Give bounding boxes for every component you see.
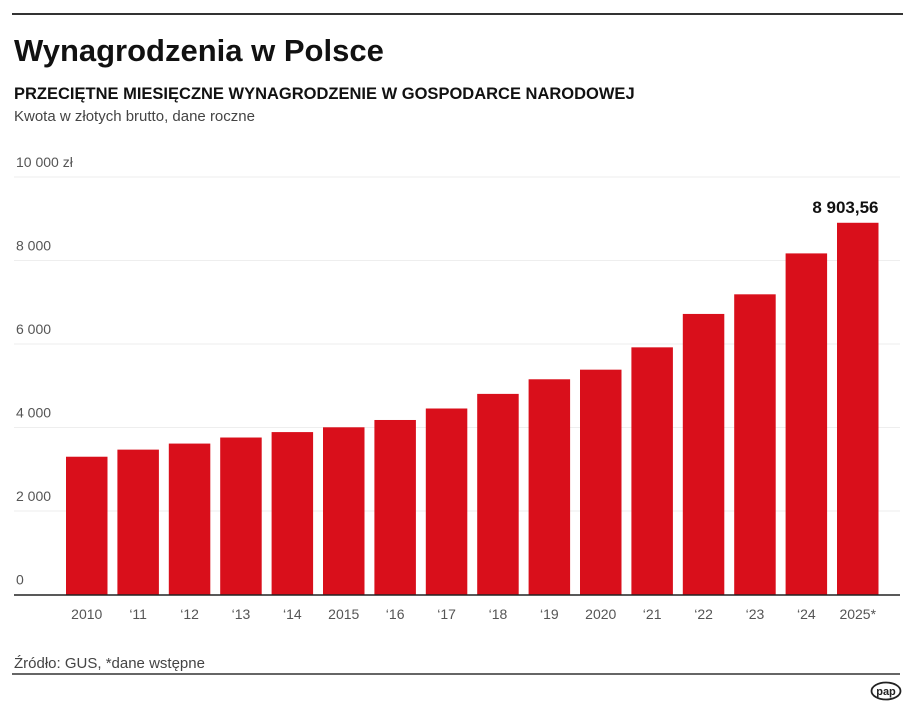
x-tick-label: ‘23 bbox=[746, 606, 765, 622]
x-tick-label: 2015 bbox=[328, 606, 359, 622]
x-tick-label: ‘14 bbox=[283, 606, 302, 622]
bar-22 bbox=[682, 313, 725, 595]
x-tick-label: ‘12 bbox=[180, 606, 199, 622]
pap-logo: pap bbox=[870, 681, 902, 701]
x-tick-label: ‘22 bbox=[694, 606, 713, 622]
x-tick-label: ‘18 bbox=[489, 606, 508, 622]
bar-12 bbox=[168, 443, 211, 595]
x-tick-label: ‘13 bbox=[232, 606, 251, 622]
data-label: 8 903,56 bbox=[812, 198, 878, 217]
data-labels: 8 903,56 bbox=[812, 198, 878, 217]
x-tick-label: ‘11 bbox=[129, 606, 147, 622]
bar-16 bbox=[374, 419, 416, 595]
bar-13 bbox=[220, 437, 262, 595]
y-tick-label: 10 000 zł bbox=[16, 154, 74, 170]
chart-description: Kwota w złotych brutto, dane roczne bbox=[14, 108, 255, 125]
bar-17 bbox=[425, 408, 468, 595]
y-tick-label: 4 000 bbox=[16, 405, 51, 421]
x-tick-label: ‘24 bbox=[797, 606, 816, 622]
bar-11 bbox=[117, 449, 159, 595]
x-tick-label: ‘16 bbox=[386, 606, 405, 622]
y-tick-label: 0 bbox=[16, 572, 24, 588]
bar-19 bbox=[528, 379, 571, 595]
bars bbox=[66, 222, 879, 595]
x-tick-labels: 2010 ‘11 ‘12 ‘13 ‘14 2015 ‘16 ‘17 ‘18 ‘19 2020 ‘21 ‘… bbox=[71, 606, 876, 622]
chart-title: Wynagrodzenia w Polsce bbox=[14, 33, 384, 68]
x-tick-label: ‘17 bbox=[437, 606, 456, 622]
y-tick-label: 6 000 bbox=[16, 321, 51, 337]
bar-2015 bbox=[323, 427, 365, 595]
x-tick-label: 2025* bbox=[839, 606, 876, 622]
chart-subtitle: PRZECIĘTNE MIESIĘCZNE WYNAGRODZENIE W GO… bbox=[14, 85, 635, 103]
bar-14 bbox=[271, 432, 314, 595]
x-tick-label: 2010 bbox=[71, 606, 102, 622]
x-tick-label: ‘19 bbox=[540, 606, 559, 622]
bar-2020 bbox=[580, 369, 622, 595]
bar-2010 bbox=[66, 456, 108, 595]
bar-18 bbox=[477, 393, 519, 595]
source-note: Źródło: GUS, *dane wstępne bbox=[14, 655, 205, 672]
x-tick-label: ‘21 bbox=[643, 606, 662, 622]
bar-2025 bbox=[837, 222, 879, 595]
y-tick-label: 2 000 bbox=[16, 488, 51, 504]
bar-23 bbox=[734, 294, 776, 595]
bar-21 bbox=[631, 347, 673, 595]
bar-24 bbox=[785, 253, 828, 595]
pap-logo-text: pap bbox=[876, 686, 896, 698]
x-tick-label: 2020 bbox=[585, 606, 616, 622]
y-tick-label: 8 000 bbox=[16, 238, 51, 254]
